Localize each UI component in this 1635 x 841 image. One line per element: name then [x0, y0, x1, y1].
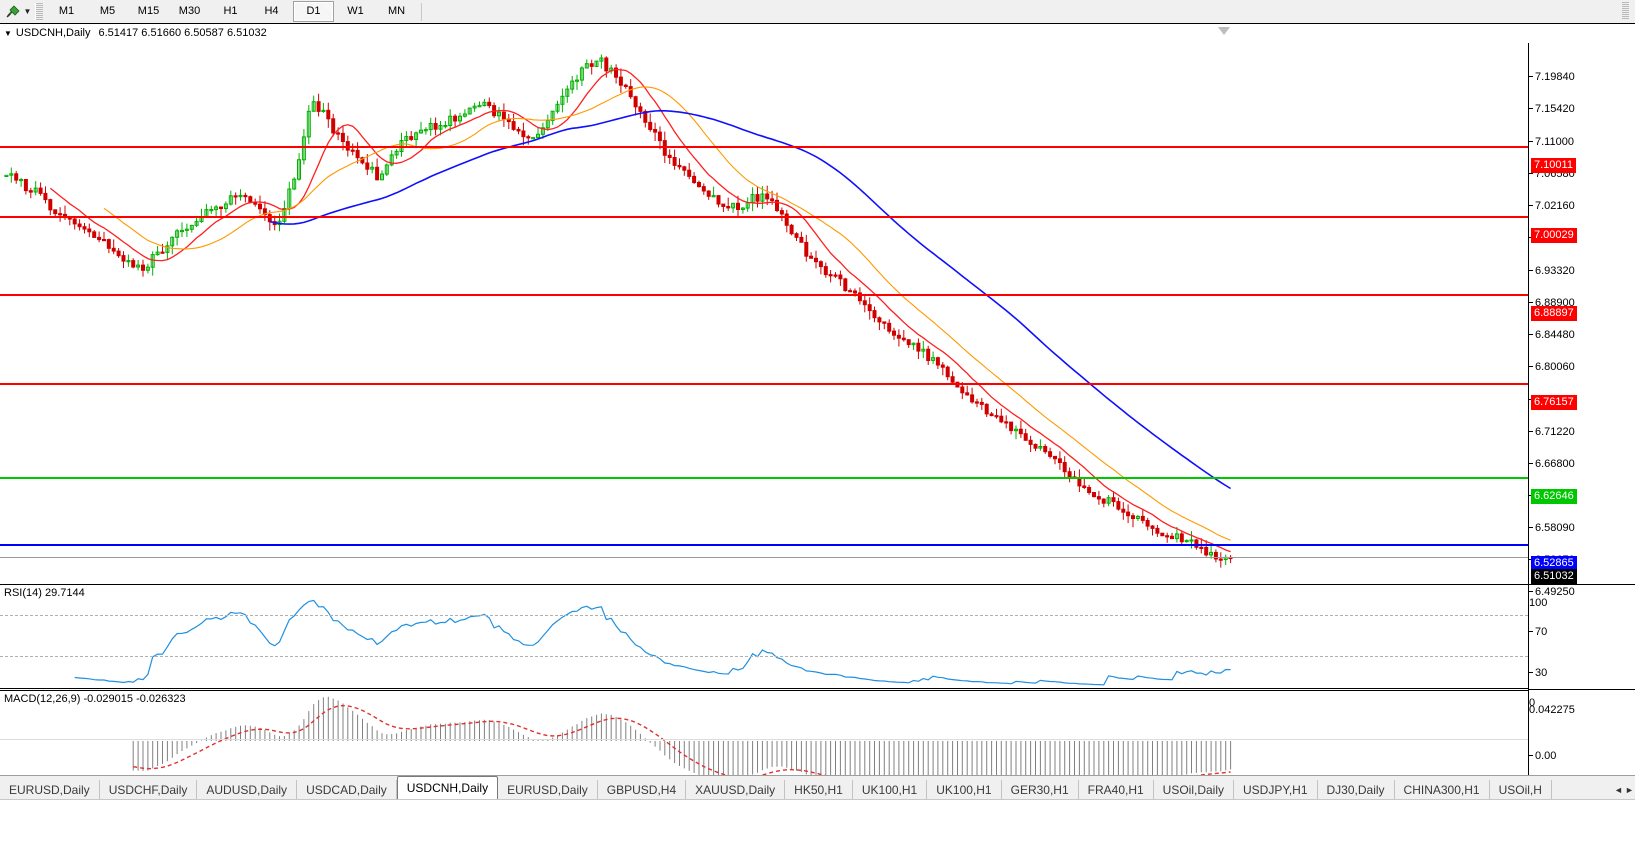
- chart-ohlc-quotes: 6.51417 6.51660 6.50587 6.51032: [98, 27, 267, 39]
- price-tick-6-71220: 6.71220: [1529, 426, 1575, 438]
- chart-header: ▼ USDCNH,Daily 6.51417 6.51660 6.50587 6…: [4, 27, 267, 39]
- symbol-tab-eurusd-daily[interactable]: EURUSD,Daily: [0, 780, 100, 800]
- toolbar-grip[interactable]: [35, 3, 43, 20]
- price-tick-7-15420: 7.15420: [1529, 103, 1575, 115]
- crosshair-cursor-icon[interactable]: [4, 3, 22, 21]
- rsi-guide-70: [0, 615, 1528, 616]
- symbol-tab-hk50-h1[interactable]: HK50,H1: [785, 780, 853, 800]
- rsi-line-plot: [74, 599, 1231, 686]
- last-price-line-6-51032[interactable]: [0, 557, 1528, 558]
- price-tag-6-62646[interactable]: 6.62646: [1531, 489, 1577, 504]
- symbol-tab-usdjpy-h1[interactable]: USDJPY,H1: [1234, 780, 1318, 800]
- timeframe-h4[interactable]: H4: [264, 5, 279, 17]
- chart-drag-handle[interactable]: [1218, 27, 1230, 36]
- price-tag-7-00029[interactable]: 7.00029: [1531, 228, 1577, 243]
- timeframe-m5[interactable]: M5: [99, 5, 116, 17]
- price-tick-6-88900: 6.88900: [1529, 297, 1575, 309]
- price-tag-7-10011[interactable]: 7.10011: [1531, 158, 1576, 173]
- symbol-tab-eurusd-daily[interactable]: EURUSD,Daily: [498, 780, 598, 800]
- symbol-tab-ger30-h1[interactable]: GER30,H1: [1002, 780, 1079, 800]
- rsi-tick-30: 30: [1529, 667, 1547, 679]
- tab-scroll-left-icon[interactable]: ◄: [1614, 785, 1623, 795]
- toolbar-divider: [421, 2, 422, 21]
- symbol-tab-xauusd-daily[interactable]: XAUUSD,Daily: [686, 780, 786, 800]
- symbol-tab-gbpusd-h4[interactable]: GBPUSD,H4: [598, 780, 687, 800]
- price-tick-6-80060: 6.80060: [1529, 361, 1575, 373]
- symbol-tab-china300-h1[interactable]: CHINA300,H1: [1395, 780, 1490, 800]
- price-tick-6-93320: 6.93320: [1529, 265, 1575, 277]
- level-line-6-76157[interactable]: [0, 383, 1528, 385]
- level-line-7-10011[interactable]: [0, 146, 1528, 148]
- price-tick-6-66800: 6.66800: [1529, 458, 1575, 470]
- rsi-guide-30: [0, 656, 1528, 657]
- macd-label: MACD(12,26,9) -0.029015 -0.026323: [4, 693, 186, 705]
- chart-symbol-period: USDCNH,Daily: [15, 27, 91, 39]
- toolbar-right-grip[interactable]: [1622, 2, 1629, 20]
- price-chart-pane[interactable]: [0, 43, 1528, 580]
- tab-scroll-right-icon[interactable]: ►: [1625, 785, 1634, 795]
- price-tag-6-52865[interactable]: 6.52865: [1531, 556, 1577, 571]
- chart-window[interactable]: ▼ USDCNH,Daily 6.51417 6.51660 6.50587 6…: [0, 23, 1635, 810]
- macd-zero-line: [0, 739, 1528, 740]
- price-tick-7-02160: 7.02160: [1529, 200, 1575, 212]
- timeframe-group: M1 M5 M15 M30 H1 H4 D1 W1 MN: [46, 1, 426, 22]
- level-line-6-88897[interactable]: [0, 294, 1528, 296]
- timeframe-m30[interactable]: M30: [178, 5, 201, 17]
- price-tick-6-84480: 6.84480: [1529, 329, 1575, 341]
- symbol-tab-usdcad-daily[interactable]: USDCAD,Daily: [297, 780, 397, 800]
- timeframe-w1[interactable]: W1: [347, 5, 364, 17]
- timeframe-mn[interactable]: MN: [387, 5, 406, 17]
- symbol-tab-uk100-h1[interactable]: UK100,H1: [853, 780, 928, 800]
- symbol-tab-audusd-daily[interactable]: AUDUSD,Daily: [197, 780, 298, 800]
- timeframe-h1[interactable]: H1: [223, 5, 238, 17]
- macd-tick-0n00: 0.00: [1529, 750, 1556, 762]
- toolbar-left-group: ▼: [0, 3, 46, 21]
- symbol-tab-usoil-daily[interactable]: USOil,Daily: [1154, 780, 1235, 800]
- rsi-tick-0: 0: [1529, 697, 1536, 709]
- price-tick-7-11000: 7.11000: [1529, 136, 1574, 148]
- timeframe-m15[interactable]: M15: [137, 5, 160, 17]
- rsi-indicator-pane[interactable]: RSI(14) 29.7144: [0, 584, 1528, 689]
- symbol-tab-usdcnh-daily[interactable]: USDCNH,Daily: [396, 776, 499, 800]
- rsi-label: RSI(14) 29.7144: [4, 587, 85, 599]
- price-tag-6-88897[interactable]: 6.88897: [1531, 306, 1577, 321]
- timeframe-d1[interactable]: D1: [293, 1, 334, 22]
- symbol-tab-strip: EURUSD,Daily USDCHF,Daily AUDUSD,Daily USDC…: [0, 776, 1613, 800]
- symbol-tab-uk100-h1[interactable]: UK100,H1: [927, 780, 1002, 800]
- symbol-tab-dj30-daily[interactable]: DJ30,Daily: [1318, 780, 1395, 800]
- price-tick-6-49250: 6.49250: [1529, 586, 1575, 598]
- price-tag-6-51032[interactable]: 6.51032: [1531, 569, 1577, 584]
- price-scale-axis[interactable]: 7.198407.154207.110007.065807.021606.977…: [1528, 43, 1635, 810]
- symbol-tab-bar: EURUSD,Daily USDCHF,Daily AUDUSD,Daily USDC…: [0, 775, 1635, 800]
- price-candlestick-plot: [4, 54, 1233, 568]
- rsi-tick-100: 100: [1529, 597, 1548, 609]
- level-line-7-00029[interactable]: [0, 216, 1528, 218]
- price-tick-6-58090: 6.58090: [1529, 522, 1575, 534]
- macd-tick-0n042275: 0.042275: [1529, 704, 1575, 716]
- symbol-tab-fra40-h1[interactable]: FRA40,H1: [1079, 780, 1154, 800]
- chart-menu-caret-icon[interactable]: ▼: [4, 28, 12, 38]
- price-tick-7-19840: 7.19840: [1529, 71, 1575, 83]
- chevron-down-icon[interactable]: ▼: [23, 7, 32, 16]
- bid-line-6-52865[interactable]: [0, 544, 1528, 546]
- top-toolbar: ▼ M1 M5 M15 M30 H1 H4 D1 W1 MN: [0, 0, 1635, 24]
- price-tag-6-76157[interactable]: 6.76157: [1531, 395, 1577, 410]
- scale-separator-rsi: [1529, 584, 1635, 585]
- rsi-tick-70: 70: [1529, 626, 1547, 638]
- symbol-tab-usdchf-daily[interactable]: USDCHF,Daily: [100, 780, 198, 800]
- symbol-tab-usoil-h[interactable]: USOil,H: [1490, 780, 1552, 800]
- status-bar: [0, 799, 1635, 841]
- level-line-6-62646[interactable]: [0, 477, 1528, 479]
- scale-separator-macd: [1529, 689, 1635, 690]
- timeframe-m1[interactable]: M1: [58, 5, 75, 17]
